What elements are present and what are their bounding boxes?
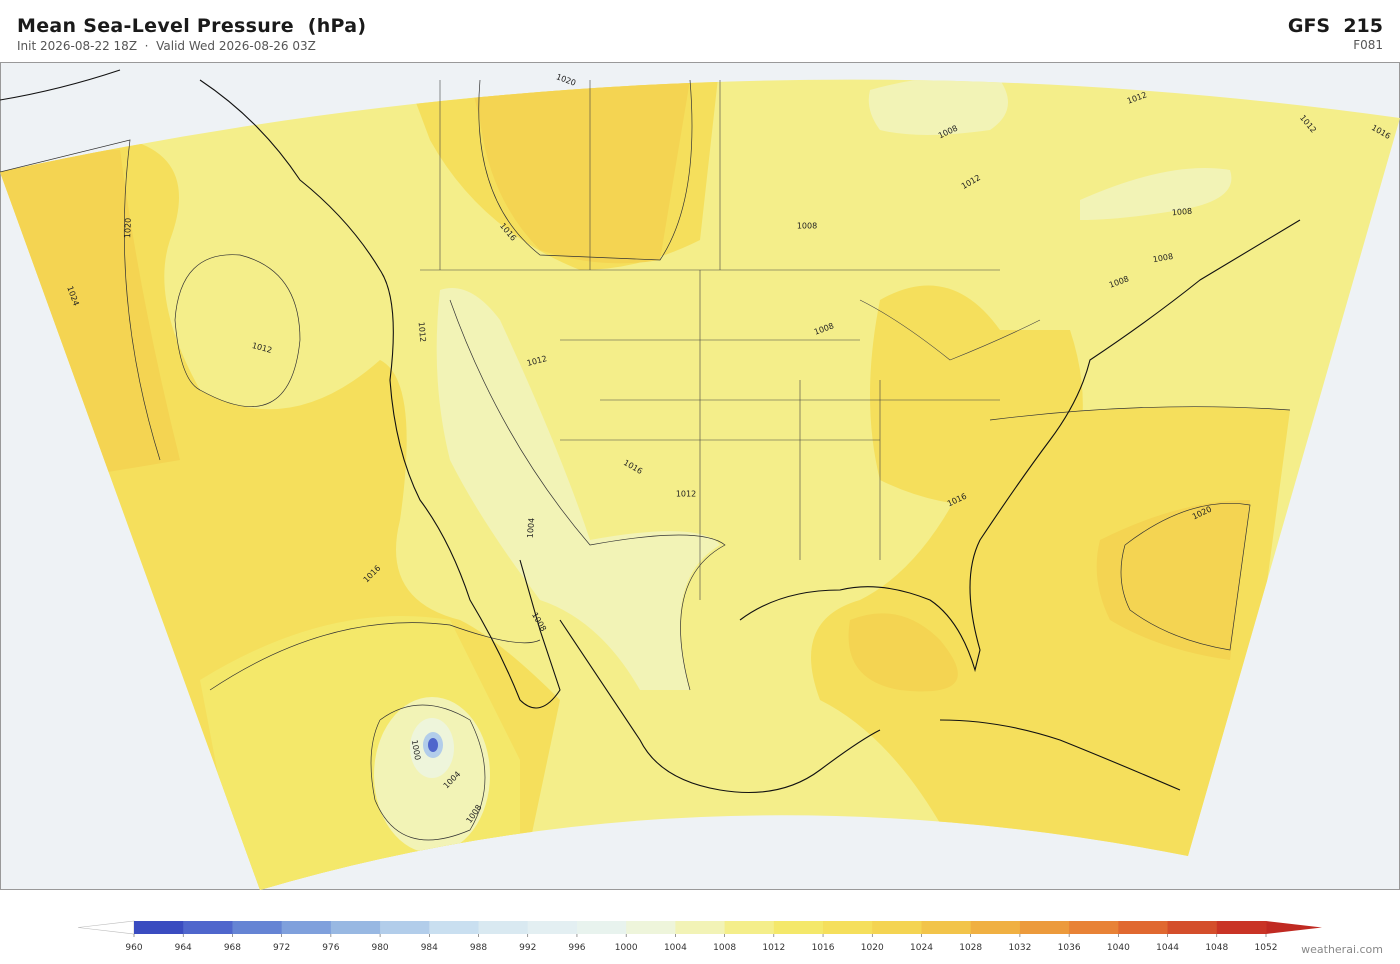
colorbar-bin xyxy=(1118,921,1169,934)
colorbar-over xyxy=(1266,921,1322,934)
colorbar-under xyxy=(77,920,135,935)
colorbar-tick-label: 1032 xyxy=(1008,943,1031,953)
colorbar-tick-label: 996 xyxy=(568,943,585,953)
model-name: GFS 215 xyxy=(1287,15,1383,37)
colorbar-tick-label: 1040 xyxy=(1107,943,1130,953)
colorbar-tick-label: 960 xyxy=(125,943,142,953)
colorbar-tick-label: 984 xyxy=(421,943,438,953)
contour-label: 1012 xyxy=(676,490,696,499)
colorbar-bin xyxy=(1069,921,1119,934)
colorbar-tick-label: 968 xyxy=(224,943,241,953)
colorbar-bin xyxy=(232,921,283,934)
colorbar-bin xyxy=(429,921,480,934)
colorbar-bin xyxy=(1019,921,1070,934)
colorbar-bin xyxy=(724,921,775,934)
colorbar-bin xyxy=(872,921,922,934)
colorbar-bin xyxy=(281,921,332,934)
colorbar-tick-label: 988 xyxy=(470,943,487,953)
colorbar-tick-label: 1000 xyxy=(615,943,638,953)
colorbar-bin xyxy=(183,921,233,934)
colorbar-tick-label: 1028 xyxy=(959,943,982,953)
colorbar-tick-label: 1016 xyxy=(812,943,835,953)
forecast-hour: F081 xyxy=(1353,38,1383,52)
watermark: weatherai.com xyxy=(1301,943,1383,956)
colorbar-tick-label: 1008 xyxy=(713,943,736,953)
title: Mean Sea-Level Pressure (hPa) xyxy=(17,15,367,37)
colorbar-bin xyxy=(576,921,627,934)
colorbar-bin xyxy=(675,921,726,934)
colorbar-bin xyxy=(134,921,184,934)
colorbar-bin xyxy=(773,921,824,934)
colorbar-bin xyxy=(970,921,1021,934)
colorbar-bin xyxy=(380,921,430,934)
colorbar-tick-label: 1048 xyxy=(1205,943,1228,953)
contour-label: 1008 xyxy=(1152,252,1174,264)
colorbar-bin xyxy=(1216,921,1267,934)
subtitle: Init 2026-08-22 18Z · Valid Wed 2026-08-… xyxy=(17,39,316,53)
contour-label: 1000 xyxy=(410,739,422,761)
colorbar-tick-label: 980 xyxy=(371,943,388,953)
contour-label: 1008 xyxy=(797,222,817,231)
colorbar-tick-label: 964 xyxy=(175,943,192,953)
contour-label: 1012 xyxy=(417,321,428,342)
colorbar-tick-label: 972 xyxy=(273,943,290,953)
colorbar-bin xyxy=(823,921,873,934)
colorbar-bin xyxy=(330,921,381,934)
geography xyxy=(0,69,1301,794)
contour-label: 1020 xyxy=(123,218,133,239)
colorbar-tick-label: 992 xyxy=(519,943,536,953)
colorbar-bin xyxy=(478,921,529,934)
contour-label: 1004 xyxy=(526,517,537,538)
colorbar-bin xyxy=(527,921,578,934)
contour-label: 1008 xyxy=(1171,207,1192,218)
colorbar-bin xyxy=(921,921,972,934)
colorbar-bin xyxy=(1167,921,1218,934)
colorbar-bin xyxy=(626,921,676,934)
colorbar-tick-label: 1052 xyxy=(1255,943,1278,953)
colorbar-tick-label: 1036 xyxy=(1058,943,1081,953)
colorbar-tick-label: 1024 xyxy=(910,943,933,953)
colorbar-tick-label: 1004 xyxy=(664,943,687,953)
colorbar-tick-label: 1020 xyxy=(861,943,884,953)
colorbar-tick-label: 976 xyxy=(322,943,339,953)
colorbar-tick-label: 1012 xyxy=(762,943,785,953)
colorbar-tick-label: 1044 xyxy=(1156,943,1179,953)
contours xyxy=(0,79,1291,841)
colorbar: 960 964 968 972 976 980 984 988 992 996 1000 1004 10… xyxy=(77,920,1322,953)
